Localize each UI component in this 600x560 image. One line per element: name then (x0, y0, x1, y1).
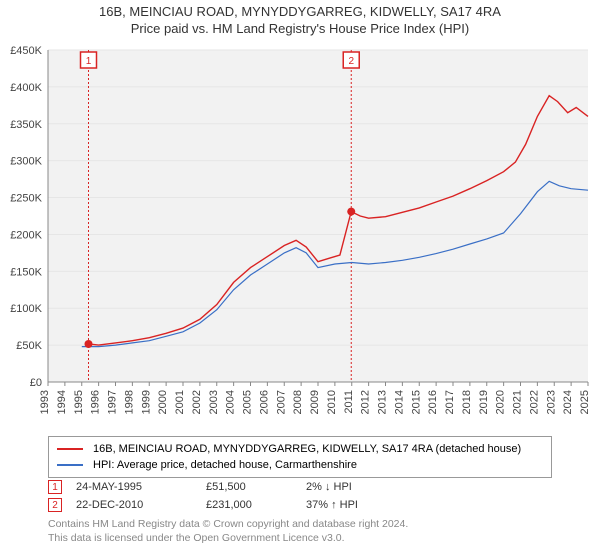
svg-text:2001: 2001 (174, 390, 186, 414)
dp-date: 22-DEC-2010 (76, 499, 206, 511)
svg-text:1: 1 (86, 56, 92, 67)
svg-text:£250K: £250K (10, 193, 42, 205)
legend-row-hpi: HPI: Average price, detached house, Carm… (57, 457, 543, 473)
legend-row-property: 16B, MEINCIAU ROAD, MYNYDDYGARREG, KIDWE… (57, 441, 543, 457)
svg-text:£300K: £300K (10, 156, 42, 168)
svg-text:2010: 2010 (326, 390, 338, 414)
price-chart: £0 £50K £100K £150K £200K £250K £300K £350K £400… (0, 42, 600, 432)
svg-text:2023: 2023 (545, 390, 557, 414)
svg-text:1998: 1998 (123, 390, 135, 414)
svg-text:1994: 1994 (56, 390, 68, 414)
chart-title-address: 16B, MEINCIAU ROAD, MYNYDDYGARREG, KIDWE… (0, 4, 600, 19)
svg-text:2025: 2025 (579, 390, 591, 414)
marker-badge-2: 2 (48, 498, 62, 512)
svg-text:1999: 1999 (140, 390, 152, 414)
svg-text:2022: 2022 (528, 390, 540, 414)
data-point-row: 1 24-MAY-1995 £51,500 2% ↓ HPI (48, 478, 552, 496)
svg-text:£100K: £100K (10, 303, 42, 315)
svg-text:£50K: £50K (16, 340, 42, 352)
svg-text:2012: 2012 (360, 390, 372, 414)
svg-text:2021: 2021 (512, 390, 524, 414)
svg-text:1993: 1993 (39, 390, 51, 414)
svg-text:£200K: £200K (10, 229, 42, 241)
svg-text:2002: 2002 (191, 390, 203, 414)
dp-date: 24-MAY-1995 (76, 481, 206, 493)
svg-text:£150K: £150K (10, 266, 42, 278)
footer-line2: This data is licensed under the Open Gov… (48, 532, 552, 546)
data-points-table: 1 24-MAY-1995 £51,500 2% ↓ HPI 2 22-DEC-… (48, 478, 552, 514)
chart-title-subtitle: Price paid vs. HM Land Registry's House … (0, 21, 600, 36)
svg-text:2005: 2005 (242, 390, 254, 414)
legend-swatch-red (57, 448, 83, 450)
marker-badge-1: 1 (48, 480, 62, 494)
dp-diff: 37% ↑ HPI (306, 499, 426, 511)
data-point-row: 2 22-DEC-2010 £231,000 37% ↑ HPI (48, 496, 552, 514)
svg-text:2024: 2024 (562, 390, 574, 414)
svg-text:2009: 2009 (309, 390, 321, 414)
svg-text:2020: 2020 (495, 390, 507, 414)
svg-text:2007: 2007 (275, 390, 287, 414)
svg-text:1995: 1995 (73, 390, 85, 414)
svg-text:£350K: £350K (10, 119, 42, 131)
svg-text:1997: 1997 (107, 390, 119, 414)
svg-text:2013: 2013 (377, 390, 389, 414)
svg-text:£0: £0 (30, 377, 42, 389)
svg-text:2003: 2003 (208, 390, 220, 414)
svg-text:£450K: £450K (10, 45, 42, 57)
svg-text:2004: 2004 (225, 390, 237, 414)
svg-text:2015: 2015 (410, 390, 422, 414)
legend: 16B, MEINCIAU ROAD, MYNYDDYGARREG, KIDWE… (48, 436, 552, 478)
chart-container: £0 £50K £100K £150K £200K £250K £300K £350K £400… (0, 42, 600, 432)
svg-text:£400K: £400K (10, 82, 42, 94)
footer-attribution: Contains HM Land Registry data © Crown c… (48, 518, 552, 545)
svg-text:2006: 2006 (258, 390, 270, 414)
legend-swatch-blue (57, 464, 83, 466)
svg-text:1996: 1996 (90, 390, 102, 414)
svg-text:2000: 2000 (157, 390, 169, 414)
svg-text:2017: 2017 (444, 390, 456, 414)
svg-text:2008: 2008 (292, 390, 304, 414)
dp-diff: 2% ↓ HPI (306, 481, 426, 493)
dp-price: £231,000 (206, 499, 306, 511)
svg-text:2016: 2016 (427, 390, 439, 414)
svg-text:2014: 2014 (393, 390, 405, 414)
svg-text:2019: 2019 (478, 390, 490, 414)
svg-text:2: 2 (348, 56, 354, 67)
svg-text:2011: 2011 (343, 390, 355, 414)
svg-text:2018: 2018 (461, 390, 473, 414)
dp-price: £51,500 (206, 481, 306, 493)
legend-label-hpi: HPI: Average price, detached house, Carm… (93, 459, 357, 471)
footer-line1: Contains HM Land Registry data © Crown c… (48, 518, 552, 532)
legend-label-property: 16B, MEINCIAU ROAD, MYNYDDYGARREG, KIDWE… (93, 443, 521, 455)
